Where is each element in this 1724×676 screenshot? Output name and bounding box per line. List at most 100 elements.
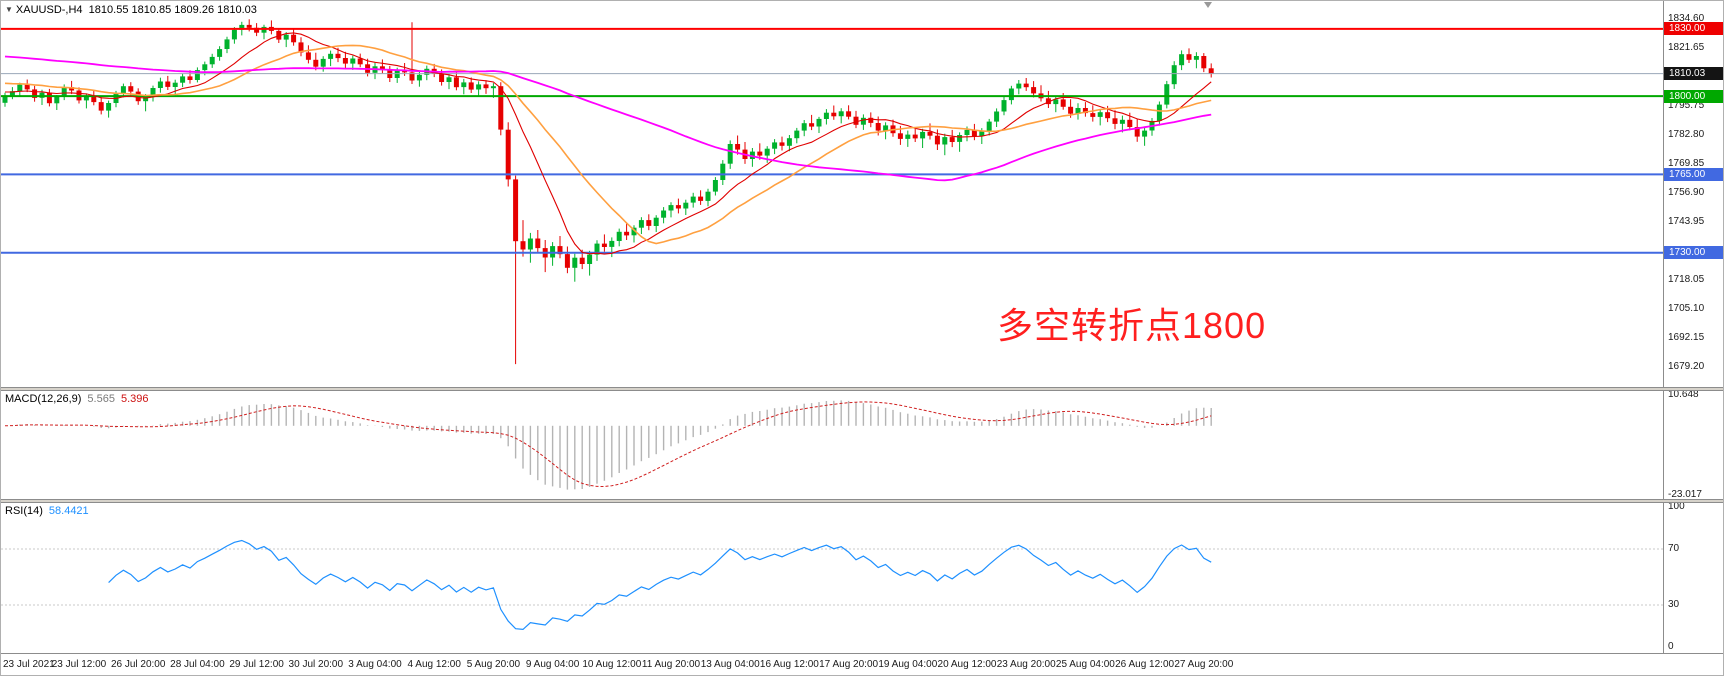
time-axis-label: 17 Aug 20:00 <box>819 659 879 670</box>
candle-body <box>631 227 637 236</box>
time-axis-label: 26 Aug 12:00 <box>1115 659 1175 670</box>
candle-body <box>1164 84 1170 105</box>
macd-indicator-title: MACD(12,26,9) 5.565 5.396 <box>5 393 148 405</box>
candle-body <box>483 84 489 89</box>
time-axis-label: 28 Jul 04:00 <box>170 659 225 670</box>
time-axis-label: 30 Jul 20:00 <box>288 659 344 670</box>
candle-body <box>1142 130 1148 137</box>
candle-body <box>24 84 30 90</box>
candle-body <box>476 84 482 90</box>
candle-body <box>809 123 815 127</box>
macd-main-value: 5.565 <box>87 393 115 405</box>
chart-title: ▼ XAUUSD-,H4 1810.55 1810.85 1809.26 1810… <box>5 4 257 16</box>
candle-body <box>32 89 38 98</box>
candle-body <box>1016 83 1022 89</box>
candle-body <box>794 130 800 139</box>
time-axis-label: 9 Aug 04:00 <box>525 659 580 670</box>
time-axis[interactable]: 23 Jul 2021 23 Jul 12:00 26 Jul 20:00 28 Ju… <box>1 653 1723 675</box>
time-axis-label: 23 Aug 20:00 <box>996 659 1056 670</box>
candle-body <box>409 72 415 81</box>
candle-body <box>1008 88 1014 101</box>
candle-body <box>439 73 445 82</box>
rsi-indicator-panel[interactable] <box>1 503 1663 651</box>
candle-body <box>490 86 496 89</box>
candle-body <box>1097 112 1103 117</box>
ma-fast-line <box>4 32 1212 255</box>
candle-body <box>624 231 630 236</box>
candle-body <box>764 148 770 156</box>
price-badge: 1810.03 <box>1664 67 1723 80</box>
candle-body <box>17 84 23 92</box>
ohlc-values: 1810.55 1810.85 1809.26 1810.03 <box>88 4 257 16</box>
candle-body <box>357 58 363 65</box>
candle-body <box>757 151 763 156</box>
candle-body <box>727 144 733 164</box>
candle-body <box>239 24 245 30</box>
candle-body <box>54 97 60 104</box>
price-badge: 1800.00 <box>1664 90 1723 103</box>
candle-body <box>786 138 792 146</box>
price-axis-label: 1795.75 <box>1668 100 1705 111</box>
candle-body <box>468 82 474 90</box>
candle-body <box>291 34 297 43</box>
time-axis-label: 5 Aug 20:00 <box>466 659 521 670</box>
rsi-axis-label: 100 <box>1668 501 1685 512</box>
candle-body <box>69 87 75 91</box>
candle-body <box>1112 118 1118 124</box>
candle-body <box>379 66 385 70</box>
candle-body <box>1208 68 1214 74</box>
candle-body <box>446 77 452 82</box>
panel-separator[interactable] <box>1 499 1723 503</box>
candle-body <box>1179 54 1185 66</box>
candle-body <box>957 135 963 142</box>
candle-body <box>994 111 1000 122</box>
candle-body <box>283 34 289 40</box>
candle-body <box>1186 54 1192 60</box>
candle-body <box>1075 108 1081 114</box>
time-axis-label: 26 Jul 20:00 <box>110 659 166 670</box>
time-axis-label: 23 Jul 12:00 <box>51 659 107 670</box>
candle-body <box>1134 127 1140 137</box>
candle-body <box>905 134 911 139</box>
candle-body <box>143 96 149 102</box>
candle-body <box>535 238 541 249</box>
candle-body <box>712 180 718 192</box>
price-axis[interactable]: 1834.60 1821.65 1795.75 1782.80 1769.85 1756.… <box>1663 1 1723 653</box>
candle-body <box>254 27 260 33</box>
candle-body <box>1090 113 1096 117</box>
candle-body <box>949 137 955 142</box>
price-axis-label: 1756.90 <box>1668 187 1705 198</box>
time-axis-label: 23 Jul 2021 <box>3 659 55 670</box>
candle-body <box>2 95 8 103</box>
price-axis-label: 1834.60 <box>1668 13 1705 24</box>
candle-body <box>513 179 519 242</box>
candle-body <box>172 82 178 87</box>
candle-body <box>1105 112 1111 119</box>
rsi-line <box>108 539 1212 631</box>
rsi-value: 58.4421 <box>48 505 89 517</box>
candle-body <box>927 131 933 136</box>
ma-mid-line <box>4 44 1212 245</box>
candle-body <box>120 86 126 94</box>
candle-body <box>187 76 193 80</box>
candle-body <box>557 246 563 255</box>
candle-body <box>572 257 578 268</box>
candle-body <box>165 81 171 87</box>
candle-body <box>1060 99 1066 107</box>
candle-body <box>1171 65 1177 85</box>
candle-body <box>231 29 237 40</box>
candle-body <box>9 91 15 96</box>
candle-body <box>83 96 89 101</box>
price-axis-label: 1679.20 <box>1668 361 1705 372</box>
candle-body <box>609 240 615 247</box>
main-price-chart[interactable] <box>1 1 1663 387</box>
panel-separator[interactable] <box>1 387 1723 391</box>
candle-body <box>646 220 652 226</box>
rsi-label: RSI(14) <box>5 505 43 517</box>
macd-indicator-panel[interactable] <box>1 391 1663 499</box>
price-badge: 1730.00 <box>1664 246 1723 259</box>
time-axis-label: 19 Aug 04:00 <box>878 659 938 670</box>
candle-body <box>720 163 726 180</box>
candle-body <box>668 205 674 211</box>
candle-body <box>520 241 526 250</box>
